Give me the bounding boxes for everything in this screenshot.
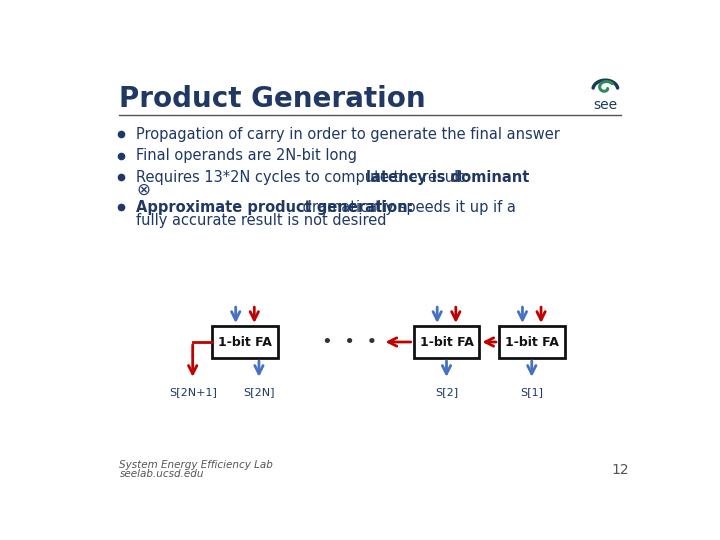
Text: System Energy Efficiency Lab: System Energy Efficiency Lab [120,460,274,470]
Text: see: see [593,98,618,112]
Text: seelab.ucsd.edu: seelab.ucsd.edu [120,469,204,480]
Text: S[1]: S[1] [521,387,544,397]
Text: •  •  •: • • • [322,333,377,351]
Bar [413,326,480,358]
Text: Final operands are 2N-bit long: Final operands are 2N-bit long [137,148,358,163]
Text: fully accurate result is not desired: fully accurate result is not desired [137,213,387,228]
Bar [499,326,564,358]
Text: 1-bit FA: 1-bit FA [218,335,272,348]
Text: 1-bit FA: 1-bit FA [505,335,559,348]
Text: Product Generation: Product Generation [120,85,426,113]
Text: Propagation of carry in order to generate the final answer: Propagation of carry in order to generat… [137,126,560,141]
Text: 1-bit FA: 1-bit FA [420,335,474,348]
Text: 12: 12 [611,463,629,477]
Text: Approximate product generation:: Approximate product generation: [137,200,414,215]
Text: latency is dominant: latency is dominant [366,170,529,185]
Text: S[2N+1]: S[2N+1] [168,387,217,397]
Text: S[2N]: S[2N] [243,387,275,397]
Text: S[2]: S[2] [435,387,458,397]
Bar [212,326,278,358]
Text: ⊗: ⊗ [137,181,150,199]
Text: dramatically speeds it up if a: dramatically speeds it up if a [299,200,516,215]
Text: Requires 13*2N cycles to compute the result:: Requires 13*2N cycles to compute the res… [137,170,474,185]
